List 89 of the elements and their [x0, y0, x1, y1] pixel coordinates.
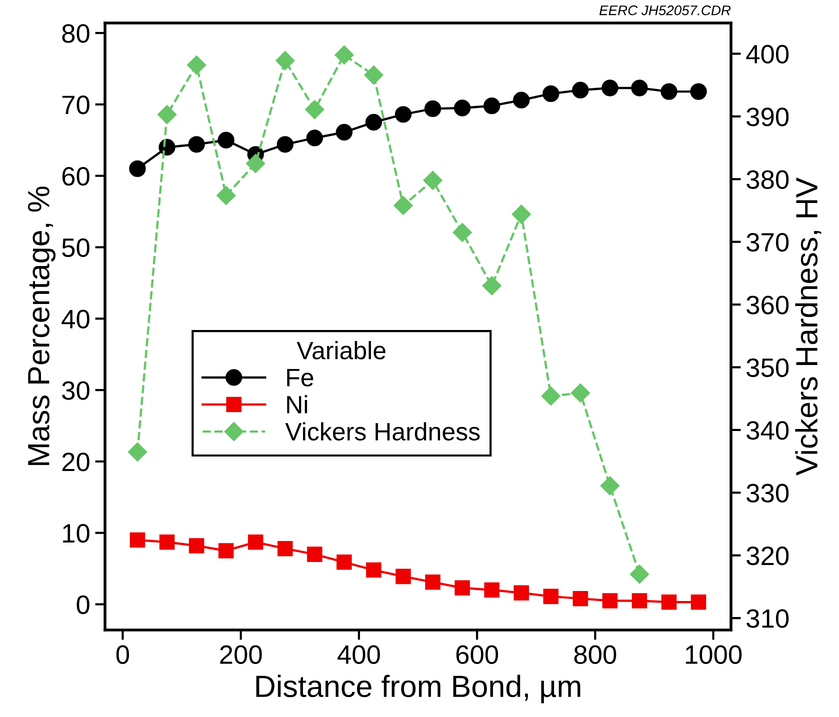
y-axis-title: Mass Percentage, %	[28, 186, 56, 465]
point	[216, 186, 236, 205]
point	[630, 564, 649, 584]
x-tick-label: 200	[220, 645, 262, 664]
point	[690, 594, 706, 610]
point	[130, 532, 146, 548]
y2-tick-label: 390	[746, 108, 789, 126]
y2-tick-label: 370	[746, 232, 789, 252]
y2-tick-label: 310	[746, 609, 789, 628]
point	[452, 222, 472, 242]
point	[157, 105, 177, 124]
y2-tick-label: 340	[746, 421, 789, 440]
point	[336, 554, 352, 570]
point	[129, 160, 146, 178]
point	[218, 132, 234, 148]
text: EERC JH52057.CDR	[599, 5, 731, 16]
y-tick-label: 70	[62, 96, 90, 114]
point	[248, 534, 264, 550]
point	[394, 106, 412, 123]
y-tick-label: 30	[62, 381, 90, 400]
point	[218, 543, 234, 558]
point	[632, 593, 648, 608]
point	[394, 196, 413, 216]
y2-tick-label: 360	[746, 296, 789, 314]
point	[572, 590, 588, 606]
point	[306, 130, 323, 146]
point	[188, 538, 204, 554]
point	[366, 562, 382, 578]
point	[307, 546, 322, 562]
point	[542, 85, 560, 102]
point	[631, 80, 648, 96]
point	[690, 83, 707, 100]
y-tick-label: 80	[62, 24, 90, 43]
point	[602, 593, 618, 608]
x-tick-label: 400	[338, 645, 380, 664]
point	[543, 588, 559, 604]
x-tick-label: 800	[574, 645, 616, 664]
legend-label: Fe	[287, 369, 314, 386]
point	[187, 55, 206, 75]
point	[454, 580, 470, 596]
y-tick-label: 10	[63, 524, 90, 543]
y2-tick-label: 380	[746, 170, 789, 189]
y2-tick-label: 350	[746, 358, 789, 378]
point	[159, 534, 175, 550]
x-tick-label: 1000	[686, 645, 742, 664]
point	[572, 82, 589, 98]
legend-label: Ni	[287, 395, 308, 414]
x-axis-title: Distance from Bond, µm	[256, 674, 580, 704]
point	[513, 92, 530, 108]
point	[602, 80, 618, 96]
point	[660, 83, 678, 100]
point	[277, 540, 293, 556]
point	[512, 204, 531, 224]
y-tick-label: 50	[62, 238, 90, 258]
point	[305, 100, 324, 120]
point	[246, 154, 266, 173]
y2-tick-label: 330	[746, 484, 789, 502]
y-tick-label: 60	[62, 166, 90, 186]
x-tick-label: 0	[116, 645, 130, 664]
point	[336, 124, 353, 141]
point	[425, 574, 440, 590]
y2-tick-label: 400	[746, 44, 789, 64]
point	[541, 386, 560, 406]
point	[661, 594, 677, 610]
y2-axis-title: Vickers Hardness, HV	[795, 177, 822, 476]
y-tick-label: 20	[62, 452, 90, 472]
legend-title: Variable	[296, 341, 386, 360]
point	[276, 136, 294, 153]
point	[424, 100, 442, 118]
point	[364, 66, 384, 85]
point	[454, 100, 471, 116]
point	[396, 568, 411, 584]
point	[276, 51, 295, 70]
point	[514, 585, 529, 601]
point	[570, 383, 590, 403]
point	[484, 582, 500, 598]
point	[188, 136, 205, 153]
y-tick-label: 40	[62, 310, 90, 328]
point	[128, 442, 148, 462]
point	[600, 476, 620, 496]
x-tick-label: 600	[456, 645, 498, 664]
y2-tick-label: 320	[746, 546, 789, 566]
point	[365, 114, 382, 131]
y-tick-label: 0	[76, 595, 90, 614]
point	[483, 98, 500, 114]
point	[423, 170, 442, 190]
point	[482, 276, 502, 296]
legend-label: Vickers Hardness	[285, 422, 480, 441]
point	[334, 45, 354, 65]
